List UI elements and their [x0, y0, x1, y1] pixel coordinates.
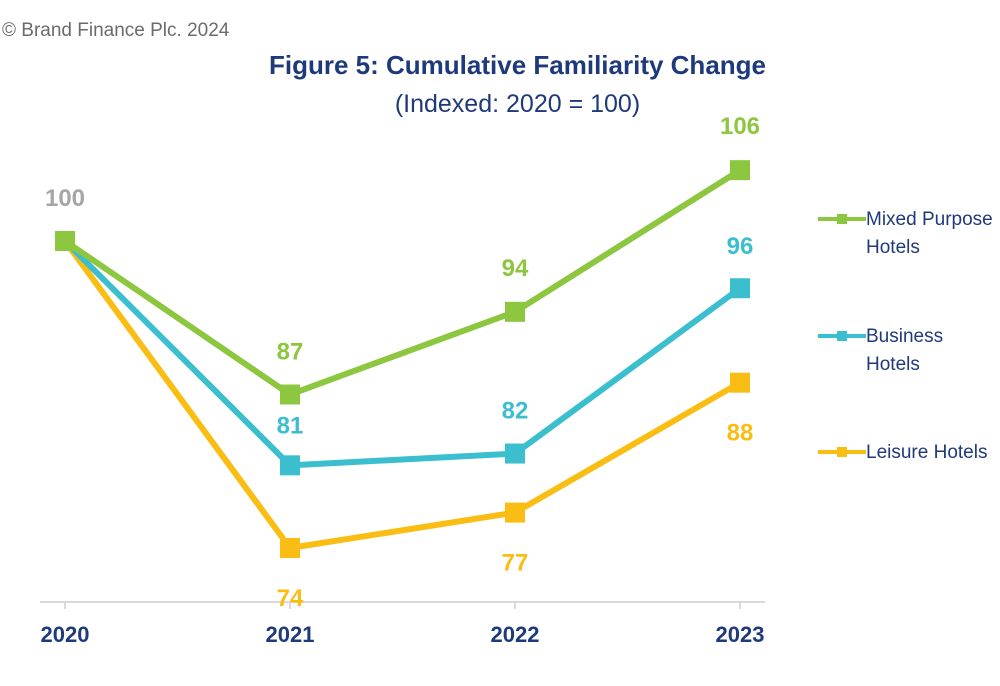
copyright-text: © Brand Finance Plc. 2024 [2, 20, 230, 41]
x-tick-label-2020: 2020 [41, 622, 90, 647]
series-0-label-2: 94 [502, 255, 529, 282]
series-0-point-2 [505, 301, 525, 322]
series-2-point-3 [730, 372, 750, 393]
chart-subtitle: (Indexed: 2020 = 100) [394, 90, 641, 118]
legend-swatch-leisure [818, 442, 866, 462]
series-1-label-3: 96 [727, 233, 754, 260]
series-0-label-3: 106 [720, 113, 760, 140]
series-line-0 [63, 167, 742, 398]
legend-label-leisure: Leisure Hotels [866, 442, 988, 463]
series-2-point-1 [280, 538, 300, 558]
series-2-label-2: 77 [502, 550, 529, 577]
series-0-point-0 [55, 231, 75, 251]
legend-swatch-mixed [818, 209, 866, 229]
series-0-label-1: 87 [277, 339, 304, 366]
series-1-label-2: 82 [502, 398, 529, 425]
series-2-label-3: 88 [727, 420, 754, 447]
series-0-point-3 [730, 160, 750, 181]
legend-label-mixed: Mixed Purpose Hotels [866, 209, 993, 258]
legend-swatch-business [818, 326, 866, 346]
series-1-point-3 [730, 278, 750, 299]
legend-label-business: Business Hotels [866, 326, 944, 375]
series-2-label-1: 74 [277, 585, 304, 612]
legend-item-leisure-hotels: Leisure Hotels [818, 439, 996, 467]
series-0-point-1 [280, 384, 300, 405]
x-tick-label-2022: 2022 [491, 622, 540, 647]
x-tick-label-2021: 2021 [266, 622, 315, 647]
series-0-label-0: 100 [45, 185, 85, 212]
series-1-point-1 [280, 455, 300, 476]
legend-item-business-hotels: Business Hotels [818, 323, 996, 379]
chart-title: Figure 5: Cumulative Familiarity Change [269, 50, 766, 80]
legend-item-mixed-purpose-hotels: Mixed Purpose Hotels [818, 206, 996, 262]
x-tick-label-2023: 2023 [716, 622, 765, 647]
series-line-2 [62, 239, 742, 551]
series-1-label-1: 81 [277, 412, 304, 439]
series-1-point-2 [505, 443, 525, 464]
series-line-1 [62, 238, 742, 469]
series-2-point-2 [505, 502, 525, 523]
